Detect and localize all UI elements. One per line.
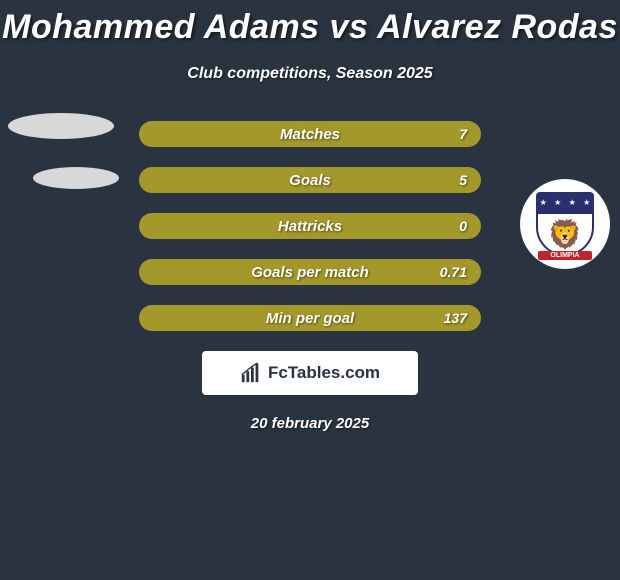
brand-box: FcTables.com xyxy=(202,351,418,395)
stat-value: 0.71 xyxy=(440,264,467,280)
stats-area: ★ ★ ★ ★ 🦁 OLIMPIA Matches 7 Goals 5 Hatt… xyxy=(0,121,620,432)
stat-bar-min-per-goal: Min per goal 137 xyxy=(139,305,481,331)
team-logo: ★ ★ ★ ★ 🦁 OLIMPIA xyxy=(520,179,610,269)
star-icon: ★ xyxy=(554,198,561,207)
star-icon: ★ xyxy=(569,198,576,207)
star-icon: ★ xyxy=(583,198,590,207)
stat-bars: Matches 7 Goals 5 Hattricks 0 Goals per … xyxy=(139,121,481,331)
stat-bar-goals: Goals 5 xyxy=(139,167,481,193)
stat-label: Matches xyxy=(280,126,340,143)
star-icon: ★ xyxy=(540,198,547,207)
shield-body: 🦁 xyxy=(536,212,594,256)
stat-bar-goals-per-match: Goals per match 0.71 xyxy=(139,259,481,285)
stat-value: 5 xyxy=(459,172,467,188)
shield-top: ★ ★ ★ ★ xyxy=(536,192,594,212)
placeholder-ellipse xyxy=(33,167,119,189)
stat-label: Goals xyxy=(289,172,331,189)
shield-banner: OLIMPIA xyxy=(538,251,592,260)
stat-value: 137 xyxy=(444,310,467,326)
stat-label: Goals per match xyxy=(251,264,369,281)
left-placeholder-shapes xyxy=(8,113,119,217)
lion-icon: 🦁 xyxy=(548,218,583,251)
page-title: Mohammed Adams vs Alvarez Rodas xyxy=(0,0,620,47)
stat-bar-matches: Matches 7 xyxy=(139,121,481,147)
stat-label: Min per goal xyxy=(266,310,354,327)
brand-text: FcTables.com xyxy=(268,363,380,383)
stat-label: Hattricks xyxy=(278,218,342,235)
date-text: 20 february 2025 xyxy=(0,415,620,432)
shield-icon: ★ ★ ★ ★ 🦁 OLIMPIA xyxy=(536,192,594,256)
logo-circle: ★ ★ ★ ★ 🦁 OLIMPIA xyxy=(520,179,610,269)
stat-bar-hattricks: Hattricks 0 xyxy=(139,213,481,239)
placeholder-ellipse xyxy=(8,113,114,139)
subtitle: Club competitions, Season 2025 xyxy=(0,65,620,83)
stat-value: 0 xyxy=(459,218,467,234)
bar-chart-icon xyxy=(240,362,262,384)
stat-value: 7 xyxy=(459,126,467,142)
